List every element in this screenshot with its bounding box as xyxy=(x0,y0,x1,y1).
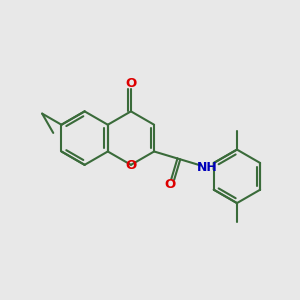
Text: O: O xyxy=(125,77,136,90)
Text: O: O xyxy=(125,159,136,172)
Text: NH: NH xyxy=(197,161,218,174)
Text: O: O xyxy=(164,178,175,191)
